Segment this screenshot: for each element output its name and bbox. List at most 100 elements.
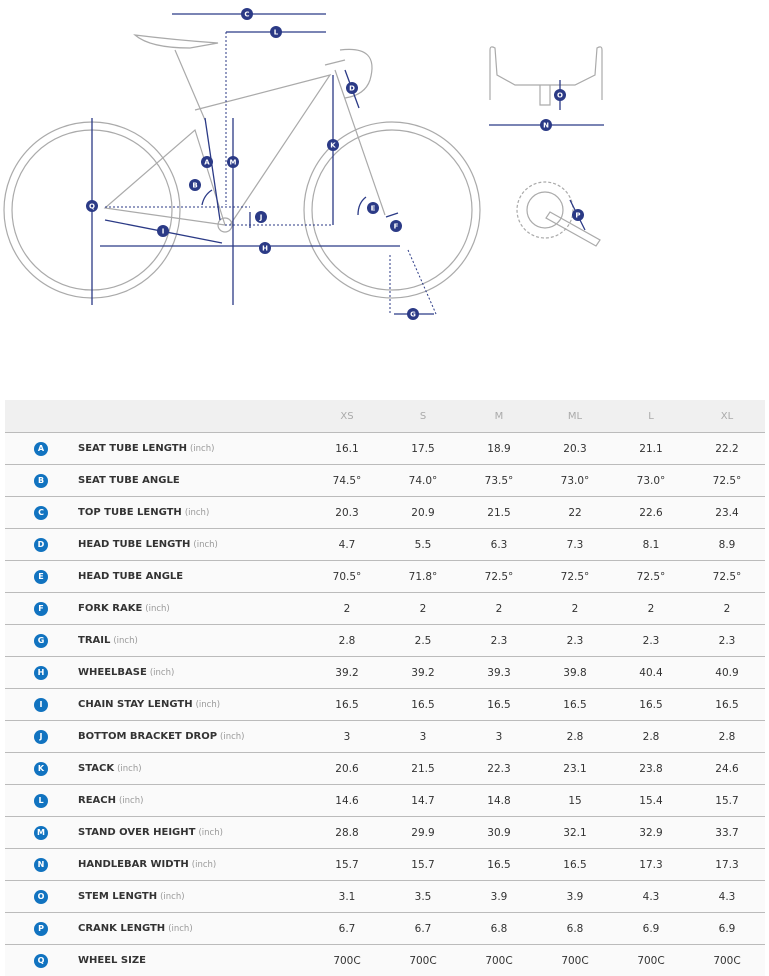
- marker-label: M: [230, 159, 237, 167]
- size-value: 5.5: [385, 529, 461, 561]
- size-value: 2: [385, 593, 461, 625]
- unit-label: (inch): [185, 508, 209, 518]
- dimension-badge: D: [34, 538, 48, 552]
- size-value: 73.0°: [537, 465, 613, 497]
- marker-label: O: [557, 92, 563, 100]
- marker-label: J: [259, 214, 263, 222]
- size-value: 2.3: [537, 625, 613, 657]
- size-header: L: [613, 400, 689, 433]
- size-value: 17.3: [613, 849, 689, 881]
- size-value: 6.9: [613, 913, 689, 945]
- size-value: 3.5: [385, 881, 461, 913]
- marker-label: K: [330, 142, 336, 150]
- measurement-label: FORK RAKE: [78, 603, 142, 614]
- size-value: 2.8: [537, 721, 613, 753]
- size-value: 2.3: [689, 625, 765, 657]
- size-value: 21.5: [385, 753, 461, 785]
- size-value: 32.9: [613, 817, 689, 849]
- unit-label: (inch): [145, 604, 169, 614]
- size-value: 4.7: [309, 529, 385, 561]
- size-value: 3: [385, 721, 461, 753]
- size-value: 15.7: [689, 785, 765, 817]
- size-value: 72.5°: [461, 561, 537, 593]
- size-value: 16.5: [461, 849, 537, 881]
- size-header: S: [385, 400, 461, 433]
- marker-label: D: [349, 85, 355, 93]
- size-value: 2: [689, 593, 765, 625]
- crankset: [517, 182, 600, 246]
- dimension-badge: J: [34, 730, 48, 744]
- marker-label: I: [162, 228, 165, 236]
- marker-label: A: [204, 159, 210, 167]
- size-value: 70.5°: [309, 561, 385, 593]
- measurement-label: TOP TUBE LENGTH: [78, 507, 182, 518]
- size-value: 16.1: [309, 433, 385, 465]
- size-value: 6.8: [461, 913, 537, 945]
- size-value: 700C: [309, 945, 385, 976]
- size-value: 16.5: [537, 689, 613, 721]
- unit-label: (inch): [190, 444, 214, 454]
- size-value: 15.4: [613, 785, 689, 817]
- dimension-badge: P: [34, 922, 48, 936]
- size-value: 17.3: [689, 849, 765, 881]
- size-value: 14.6: [309, 785, 385, 817]
- size-value: 6.7: [385, 913, 461, 945]
- size-value: 39.2: [309, 657, 385, 689]
- size-value: 6.9: [689, 913, 765, 945]
- dimension-badge: E: [34, 570, 48, 584]
- size-value: 16.5: [461, 689, 537, 721]
- measurement-label: CHAIN STAY LENGTH: [78, 699, 193, 710]
- dimension-badge: Q: [34, 954, 48, 968]
- marker-label: B: [192, 182, 197, 190]
- size-value: 3.9: [537, 881, 613, 913]
- size-value: 700C: [689, 945, 765, 976]
- size-header: M: [461, 400, 537, 433]
- size-value: 15.7: [385, 849, 461, 881]
- dimension-badge: G: [34, 634, 48, 648]
- size-value: 23.8: [613, 753, 689, 785]
- size-value: 20.6: [309, 753, 385, 785]
- size-header-row: XS S M ML L XL: [5, 400, 765, 433]
- size-value: 15.7: [309, 849, 385, 881]
- size-value: 6.3: [461, 529, 537, 561]
- size-value: 23.4: [689, 497, 765, 529]
- size-value: 700C: [385, 945, 461, 976]
- size-value: 3.1: [309, 881, 385, 913]
- marker-label: E: [371, 205, 376, 213]
- unit-label: (inch): [196, 700, 220, 710]
- marker-label: P: [575, 212, 580, 220]
- dimension-badge: M: [34, 826, 48, 840]
- size-value: 72.5°: [689, 465, 765, 497]
- size-value: 3: [461, 721, 537, 753]
- size-value: 2.3: [461, 625, 537, 657]
- size-value: 700C: [613, 945, 689, 976]
- size-value: 2.8: [613, 721, 689, 753]
- dimension-badge: C: [34, 506, 48, 520]
- unit-label: (inch): [150, 668, 174, 678]
- size-value: 21.1: [613, 433, 689, 465]
- measurement-label: SEAT TUBE ANGLE: [78, 475, 180, 486]
- measurement-label: STAND OVER HEIGHT: [78, 827, 195, 838]
- size-value: 3: [309, 721, 385, 753]
- size-value: 20.9: [385, 497, 461, 529]
- size-value: 39.8: [537, 657, 613, 689]
- dimension-badge: F: [34, 602, 48, 616]
- size-value: 32.1: [537, 817, 613, 849]
- size-value: 700C: [537, 945, 613, 976]
- dimension-badge: L: [34, 794, 48, 808]
- size-value: 72.5°: [537, 561, 613, 593]
- size-value: 16.5: [309, 689, 385, 721]
- size-value: 6.7: [309, 913, 385, 945]
- size-value: 700C: [461, 945, 537, 976]
- size-header: XS: [309, 400, 385, 433]
